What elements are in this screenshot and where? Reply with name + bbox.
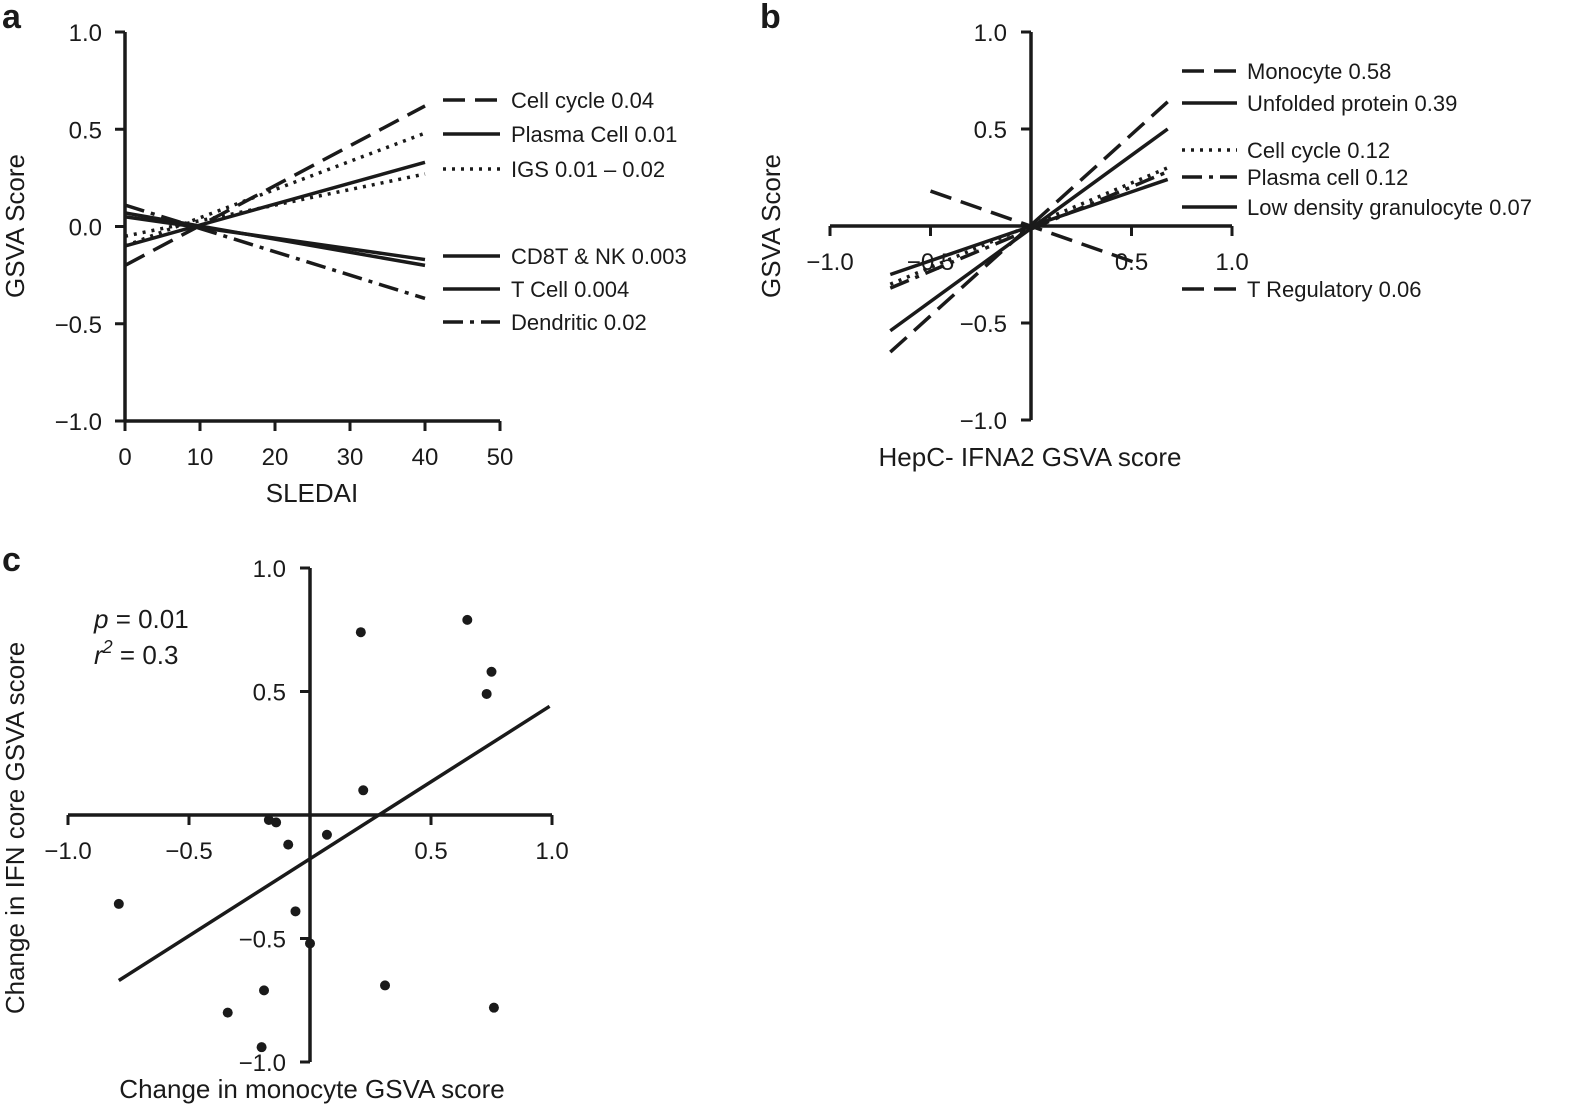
b-series-line — [889, 127, 1169, 333]
b-series-line — [889, 170, 1169, 290]
b-y-tick-label: −1.0 — [960, 408, 1007, 435]
c-y-tick-label: −1.0 — [239, 1050, 286, 1077]
a-x-tick-label: 0 — [118, 444, 131, 471]
c-data-point — [380, 980, 391, 991]
c-y-tick-label: −0.5 — [239, 927, 286, 954]
a-series-line — [124, 172, 426, 238]
a-series-line — [124, 104, 426, 267]
a-y-tick-label: 0.5 — [69, 117, 102, 144]
a-x-tick-label: 40 — [412, 444, 439, 471]
b-legend-label: Unfolded protein 0.39 — [1247, 91, 1457, 116]
b-x-axis-label: HepC- IFNA2 GSVA score — [879, 442, 1182, 472]
a-legend-label: Plasma Cell 0.01 — [511, 122, 677, 147]
b-y-tick-label: 1.0 — [974, 20, 1007, 47]
c-data-point — [305, 938, 315, 949]
c-data-point — [222, 1007, 233, 1018]
b-x-tick-label: −1.0 — [806, 249, 853, 276]
panel-c-chart: 1.0 0.5 −0.5 −1.0 −1.0 −0.5 0.5 1.0 Change in mo… — [0, 556, 569, 1104]
c-x-tick-label: 0.5 — [414, 838, 447, 865]
a-legend-label: CD8T & NK 0.003 — [511, 244, 687, 269]
c-y-tick-label: 1.0 — [253, 556, 286, 583]
c-p-value: p = 0.01 — [93, 604, 189, 634]
a-x-tick-label: 30 — [337, 444, 364, 471]
b-series-line — [929, 189, 1143, 267]
c-data-point — [321, 829, 332, 840]
c-data-point — [358, 785, 369, 796]
c-data-point — [488, 1002, 499, 1013]
panel-label-c: c — [2, 541, 21, 579]
b-y-tick-label: −0.5 — [960, 311, 1007, 338]
a-x-tick-label: 10 — [187, 444, 214, 471]
b-y-axis-label: GSVA Score — [756, 154, 786, 298]
a-legend-label: IGS 0.01 – 0.02 — [511, 157, 665, 182]
b-legend-label: Plasma cell 0.12 — [1247, 165, 1408, 190]
a-y-tick-label: 1.0 — [69, 20, 102, 47]
c-x-tick-label: −1.0 — [44, 838, 91, 865]
a-y-axis-label: GSVA Score — [0, 154, 30, 298]
c-x-tick-label: −0.5 — [165, 838, 212, 865]
a-x-axis-label: SLEDAI — [266, 478, 359, 508]
c-data-point — [290, 906, 301, 917]
a-series-line — [124, 203, 426, 301]
c-regression-line — [117, 704, 551, 982]
a-y-tick-label: −0.5 — [55, 312, 102, 339]
c-r2-value: r2 = 0.3 — [94, 637, 178, 670]
b-y-tick-label: 0.5 — [974, 117, 1007, 144]
c-data-point — [283, 839, 294, 850]
a-x-tick-label: 20 — [262, 444, 289, 471]
c-data-point — [462, 614, 473, 625]
panel-label-b: b — [760, 0, 781, 36]
b-x-tick-label: 1.0 — [1215, 249, 1248, 276]
c-y-axis-label: Change in IFN core GSVA score — [0, 642, 30, 1014]
a-legend-label: Cell cycle 0.04 — [511, 88, 654, 113]
a-y-tick-label: 0.0 — [69, 215, 102, 242]
c-data-point — [256, 1042, 267, 1053]
panel-label-a: a — [2, 0, 22, 36]
c-data-point — [355, 627, 366, 638]
a-y-tick-label: −1.0 — [55, 409, 102, 436]
a-legend-label: Dendritic 0.02 — [511, 310, 647, 335]
c-data-point — [271, 817, 282, 828]
c-data-point — [113, 898, 124, 909]
b-legend-label: T Regulatory 0.06 — [1247, 277, 1421, 302]
b-legend-label: Cell cycle 0.12 — [1247, 138, 1390, 163]
c-x-tick-label: 1.0 — [535, 838, 568, 865]
a-legend-label: T Cell 0.004 — [511, 277, 629, 302]
b-legend-label: Monocyte 0.58 — [1247, 59, 1391, 84]
b-legend-label: Low density granulocyte 0.07 — [1247, 195, 1532, 220]
c-data-point — [259, 985, 270, 996]
a-x-tick-label: 50 — [487, 444, 514, 471]
c-x-axis-label: Change in monocyte GSVA score — [119, 1074, 504, 1104]
a-series-line — [124, 131, 426, 248]
panel-a-chart: 1.0 0.5 0.0 −0.5 −1.0 0 10 20 30 40 50 SLEDAI GSVA S… — [0, 20, 687, 508]
c-data-point — [486, 666, 497, 677]
c-data-point — [481, 688, 492, 699]
c-y-tick-label: 0.5 — [253, 680, 286, 707]
